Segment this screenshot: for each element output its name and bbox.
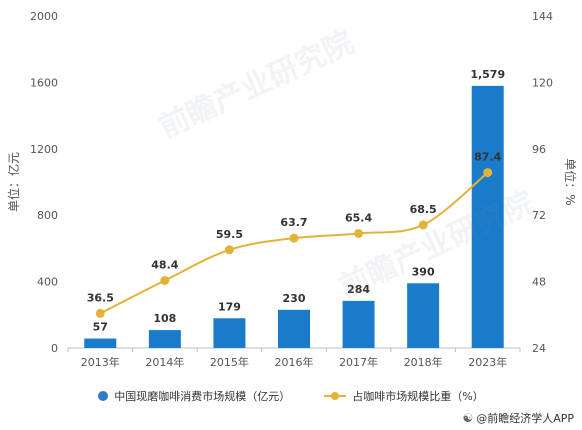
line-value-label: 68.5 — [410, 203, 437, 216]
bar-value-label: 1,579 — [470, 68, 505, 81]
y-tick-label-right: 72 — [532, 209, 546, 222]
legend-label-line: 占咖啡市场规模比重（%） — [352, 390, 484, 403]
y-tick-label-left: 400 — [37, 276, 58, 289]
y-tick-label-right: 24 — [532, 342, 546, 355]
y-tick-label-right: 120 — [532, 76, 553, 89]
bar-value-label: 284 — [347, 283, 370, 296]
y-tick-label-left: 0 — [51, 342, 58, 355]
source-credit: ☯ @前瞻经济学人APP — [462, 410, 574, 426]
legend-line-icon — [324, 392, 347, 400]
bar-value-label: 390 — [412, 265, 435, 278]
bar — [148, 330, 181, 348]
line-value-label: 87.4 — [474, 151, 501, 164]
bar — [278, 309, 310, 348]
line-point — [95, 308, 105, 318]
line-value-label: 36.5 — [87, 291, 114, 304]
qianzhan-logo-icon: ☯ — [462, 411, 474, 425]
bar — [407, 283, 440, 348]
y-tick-label-left: 1600 — [30, 76, 58, 89]
x-tick-label: 2015年 — [210, 355, 249, 369]
line-point — [224, 245, 234, 255]
legend-item-line: 占咖啡市场规模比重（%） — [324, 388, 484, 404]
line-point — [354, 228, 364, 238]
source-text: @前瞻经济学人APP — [476, 412, 574, 425]
y-tick-label-left: 1200 — [30, 143, 58, 156]
bar-value-label: 108 — [153, 312, 176, 325]
legend-item-bar: 中国现磨咖啡消费市场规模（亿元） — [98, 388, 290, 404]
bar-value-label: 57 — [93, 321, 108, 334]
y-tick-label-right: 96 — [532, 143, 546, 156]
legend-dot-icon — [98, 391, 109, 401]
bar — [342, 300, 375, 348]
line-value-label: 59.5 — [216, 228, 243, 241]
line-value-label: 48.4 — [151, 258, 178, 271]
y-tick-label-right: 144 — [532, 10, 553, 23]
x-tick-label: 2014年 — [145, 355, 184, 369]
bar — [471, 85, 504, 349]
bar — [213, 318, 246, 348]
line-point — [418, 220, 428, 230]
bar — [84, 338, 117, 348]
legend-label-bar: 中国现磨咖啡消费市场规模（亿元） — [114, 390, 291, 403]
x-tick-label: 2023年 — [468, 355, 507, 369]
line-point — [160, 275, 170, 285]
x-tick-label: 2018年 — [404, 355, 443, 369]
bar-value-label: 230 — [283, 292, 306, 305]
line-point — [483, 168, 493, 178]
line-point — [289, 233, 299, 243]
legend: 中国现磨咖啡消费市场规模（亿元） 占咖啡市场规模比重（%） — [0, 388, 582, 404]
y-tick-label-left: 2000 — [30, 10, 58, 23]
y-axis-title-left: 单位：亿元 — [6, 152, 21, 212]
line-value-label: 63.7 — [280, 216, 307, 229]
y-axis-title-right: 单位：% — [563, 158, 578, 205]
x-tick-label: 2016年 — [275, 355, 314, 369]
x-tick-label: 2017年 — [339, 355, 378, 369]
bar-value-label: 179 — [218, 300, 241, 313]
line-value-label: 65.4 — [345, 211, 372, 224]
x-tick-label: 2013年 — [81, 355, 120, 369]
y-tick-label-left: 800 — [37, 209, 58, 222]
y-tick-label-right: 48 — [532, 276, 546, 289]
